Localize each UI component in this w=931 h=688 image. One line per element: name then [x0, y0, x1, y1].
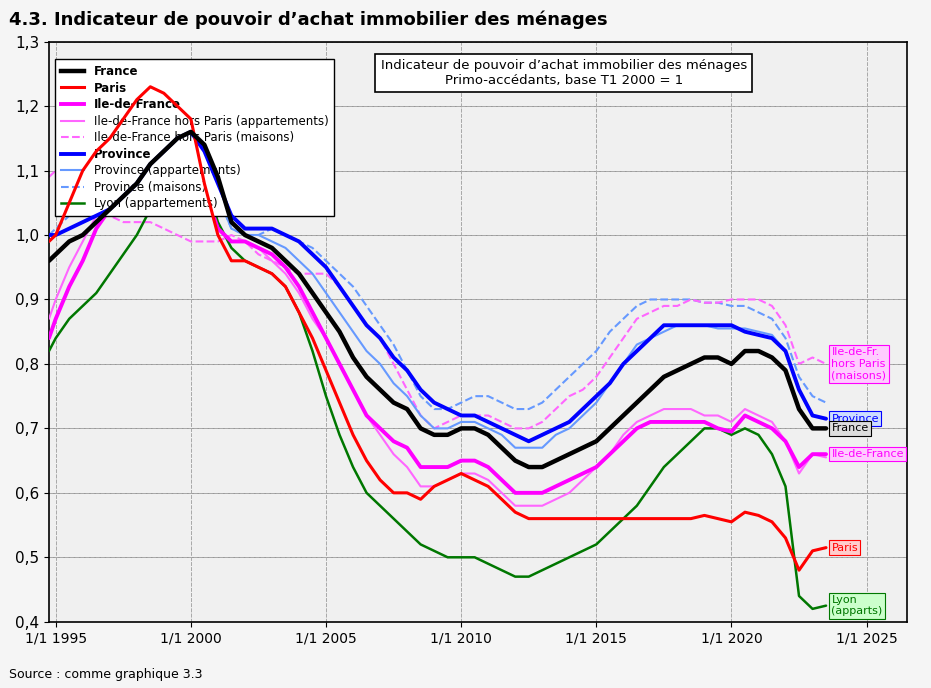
Text: Source : comme graphique 3.3: Source : comme graphique 3.3: [9, 668, 203, 681]
Text: Province: Province: [831, 413, 879, 424]
Text: Indicateur de pouvoir d’achat immobilier des ménages
Primo-accédants, base T1 20: Indicateur de pouvoir d’achat immobilier…: [381, 59, 747, 87]
Text: Ile-de-France: Ile-de-France: [831, 449, 904, 459]
Legend: France, Paris, Ile-de-France, Ile-de-France hors Paris (appartements), Ile-de-Fr: France, Paris, Ile-de-France, Ile-de-Fra…: [55, 59, 334, 216]
Text: Ile-de-Fr.
hors Paris
(maisons): Ile-de-Fr. hors Paris (maisons): [831, 347, 886, 380]
Text: Lyon
(apparts): Lyon (apparts): [831, 595, 883, 616]
Text: 4.3. Indicateur de pouvoir d’achat immobilier des ménages: 4.3. Indicateur de pouvoir d’achat immob…: [9, 10, 608, 29]
Text: Paris: Paris: [831, 543, 858, 552]
Text: France: France: [831, 423, 869, 433]
